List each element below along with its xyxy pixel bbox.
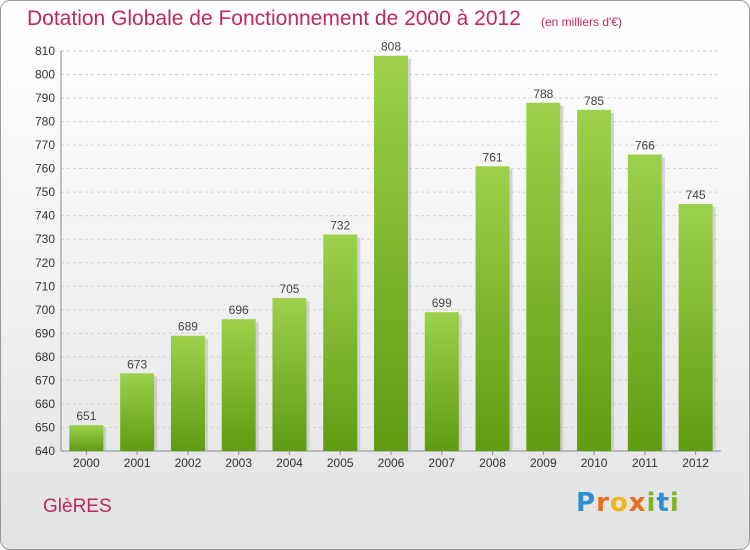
- y-tick-label: 770: [35, 138, 55, 152]
- x-tick-label: 2002: [175, 456, 202, 470]
- data-label: 651: [76, 409, 96, 423]
- bar: [424, 312, 459, 451]
- y-tick-label: 760: [35, 162, 55, 176]
- bar: [272, 298, 307, 451]
- bar: [526, 102, 561, 451]
- y-tick-label: 690: [35, 326, 55, 340]
- bar: [678, 203, 713, 451]
- bar: [323, 234, 358, 451]
- x-tick-label: 2011: [632, 456, 658, 470]
- y-tick-label: 700: [35, 303, 55, 317]
- data-label: 808: [381, 40, 401, 54]
- x-tick-label: 2004: [276, 456, 303, 470]
- x-tick-label: 2005: [327, 456, 354, 470]
- bar: [69, 425, 104, 451]
- x-tick-label: 2012: [682, 456, 709, 470]
- y-tick-label: 660: [35, 397, 55, 411]
- y-tick-label: 720: [35, 256, 55, 270]
- x-tick-label: 2009: [530, 456, 557, 470]
- y-tick-label: 810: [35, 44, 55, 58]
- data-label: 705: [279, 282, 299, 296]
- data-label: 788: [533, 87, 553, 101]
- y-tick-label: 650: [35, 420, 55, 434]
- x-tick-label: 2006: [378, 456, 405, 470]
- bar: [475, 166, 510, 451]
- bar: [170, 335, 205, 451]
- x-tick-label: 2010: [581, 456, 608, 470]
- bar: [627, 154, 662, 451]
- data-label: 761: [483, 150, 503, 164]
- data-label: 696: [229, 303, 249, 317]
- bar: [577, 109, 612, 451]
- bar: [221, 319, 256, 451]
- y-tick-label: 680: [35, 350, 55, 364]
- data-label: 766: [635, 139, 655, 153]
- x-tick-label: 2003: [225, 456, 252, 470]
- x-tick-label: 2008: [479, 456, 506, 470]
- y-tick-label: 800: [35, 68, 55, 82]
- chart-title: Dotation Globale de Fonctionnement de 20…: [27, 7, 521, 30]
- data-label: 689: [178, 320, 198, 334]
- y-tick-label: 750: [35, 185, 55, 199]
- data-label: 785: [584, 94, 604, 108]
- y-tick-label: 790: [35, 91, 55, 105]
- data-label: 699: [432, 296, 452, 310]
- y-tick-label: 710: [35, 279, 55, 293]
- x-tick-label: 2000: [73, 456, 100, 470]
- data-label: 732: [330, 219, 350, 233]
- bar: [374, 55, 408, 452]
- data-label: 745: [686, 188, 706, 202]
- y-tick-label: 670: [35, 373, 55, 387]
- x-tick-label: 2001: [124, 456, 151, 470]
- y-tick-label: 740: [35, 209, 55, 223]
- proxiti-logo: Proxiti: [576, 488, 680, 518]
- bars: 651 673 689 696 705 732 808 699 761 788 785 766 745: [69, 40, 716, 452]
- commune-name: GlèRES: [43, 496, 112, 517]
- y-tick-label: 640: [35, 444, 55, 458]
- y-tick-label: 730: [35, 232, 55, 246]
- data-label: 673: [127, 357, 147, 371]
- y-tick-label: 780: [35, 115, 55, 129]
- chart-unit: (en milliers d'€): [541, 15, 622, 29]
- x-tick-label: 2007: [428, 456, 455, 470]
- bar: [120, 373, 155, 451]
